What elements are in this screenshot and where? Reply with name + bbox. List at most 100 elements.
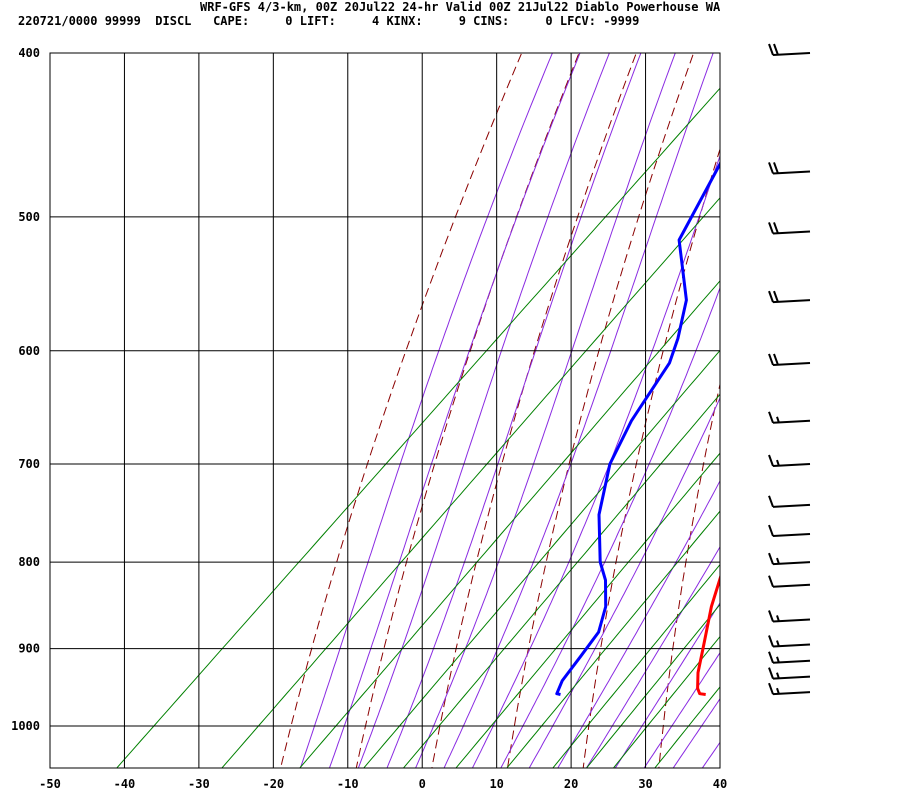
- mixing-ratio-line: [552, 563, 720, 768]
- barb-half-feather: [776, 640, 780, 647]
- pressure-tick-label: 900: [18, 642, 40, 656]
- barb-full-feather: [773, 162, 779, 174]
- wind-barb: [768, 552, 811, 566]
- barb-shaft: [772, 52, 811, 56]
- dry-adiabat: [582, 147, 720, 768]
- mixing-ratio-line: [363, 349, 720, 768]
- mixing-ratio-line: [299, 280, 720, 768]
- wind-barbs: [768, 43, 811, 696]
- temperature-tick-label: -50: [39, 777, 61, 791]
- wind-barb: [768, 495, 811, 508]
- barb-full-feather: [768, 162, 774, 174]
- barb-half-feather: [776, 557, 780, 565]
- dry-adiabat: [886, 15, 900, 769]
- temperature-tick-label: -20: [262, 777, 284, 791]
- barb-full-feather: [768, 353, 774, 366]
- barb-full-feather: [773, 222, 779, 234]
- barb-full-feather: [768, 667, 774, 679]
- wind-barb: [768, 454, 811, 468]
- moist-adiabat: [299, 53, 553, 768]
- wind-barb: [768, 651, 811, 664]
- barb-full-feather: [768, 290, 774, 303]
- temperature-tick-label: 10: [489, 777, 503, 791]
- barb-shaft: [772, 299, 811, 304]
- wind-barb: [768, 222, 811, 235]
- barb-full-feather: [768, 411, 774, 424]
- barb-full-feather: [768, 651, 774, 664]
- barb-full-feather: [773, 290, 779, 303]
- mixing-ratio-line: [654, 686, 720, 768]
- moist-adiabat: [557, 479, 720, 768]
- barb-full-feather: [768, 222, 774, 234]
- wind-barb: [768, 162, 811, 175]
- temperature-tick-label: 20: [564, 777, 578, 791]
- barb-half-feather: [776, 459, 780, 467]
- barb-full-feather: [768, 454, 774, 467]
- wind-barb: [768, 411, 811, 424]
- dry-adiabat: [735, 15, 877, 769]
- sounding-indices: 220721/0000 99999 DISCL CAPE: 0 LIFT: 4 …: [18, 14, 640, 28]
- temperature-profile: [696, 573, 720, 696]
- moist-adiabat: [415, 53, 676, 768]
- temperature-tick-label: -10: [337, 777, 359, 791]
- wind-barb: [768, 667, 811, 680]
- pressure-tick-label: 800: [18, 555, 40, 569]
- barb-full-feather: [768, 43, 774, 56]
- barb-full-feather: [768, 552, 774, 565]
- pressure-tick-label: 400: [18, 46, 40, 60]
- background-lines: [116, 15, 900, 769]
- temperature-tick-label: 40: [713, 777, 727, 791]
- tick-labels: 400 500 600 700 800 900 1000 -50 -40 -30 -20 -10 0 10…: [11, 46, 727, 791]
- barb-full-feather: [768, 524, 774, 537]
- dewpoint-profile: [555, 160, 720, 696]
- barb-shaft: [772, 230, 811, 235]
- mixing-ratio-line: [506, 510, 720, 768]
- mixing-ratio-line: [585, 603, 720, 768]
- barb-half-feather: [776, 656, 780, 664]
- barb-half-feather: [776, 615, 780, 622]
- mixing-ratio-line: [402, 393, 720, 768]
- dry-adiabat: [810, 15, 900, 769]
- mixing-ratio-line: [612, 635, 720, 768]
- barb-full-feather: [768, 495, 774, 508]
- barb-shaft: [772, 533, 811, 538]
- temperature-tick-label: -30: [188, 777, 210, 791]
- barb-shaft: [772, 583, 811, 588]
- sounding-profiles: [555, 160, 720, 696]
- moist-adiabat: [731, 15, 900, 769]
- mixing-ratio-line: [221, 197, 720, 768]
- moist-adiabat: [585, 545, 720, 768]
- wind-barb: [768, 682, 811, 696]
- mixing-ratio-line: [116, 87, 720, 768]
- barb-full-feather: [773, 43, 779, 56]
- pressure-tick-label: 600: [18, 344, 40, 358]
- wind-barb: [768, 353, 811, 366]
- dry-adiabat: [431, 53, 637, 768]
- wind-barb: [768, 290, 811, 304]
- barb-shaft: [772, 503, 811, 508]
- barb-full-feather: [768, 635, 774, 647]
- wind-barb: [768, 635, 811, 648]
- moist-adiabat: [443, 53, 714, 768]
- barb-full-feather: [768, 682, 774, 695]
- wind-barb: [768, 610, 811, 623]
- barb-half-feather: [776, 416, 780, 424]
- barb-full-feather: [768, 610, 774, 622]
- wind-barb: [768, 43, 811, 56]
- moist-adiabat: [500, 286, 720, 768]
- moist-adiabat: [471, 154, 720, 768]
- barb-full-feather: [773, 353, 779, 366]
- dry-adiabat: [507, 53, 695, 768]
- dry-adiabat: [355, 53, 580, 768]
- chart-title: WRF-GFS 4/3-km, 00Z 20Jul22 24-hr Valid …: [200, 0, 721, 14]
- moist-adiabat: [357, 53, 610, 768]
- barb-half-feather: [776, 672, 780, 679]
- barb-shaft: [772, 361, 811, 366]
- dry-adiabat: [658, 382, 720, 768]
- moist-adiabat: [701, 741, 720, 768]
- pressure-tick-label: 1000: [11, 719, 40, 733]
- barb-shaft: [772, 170, 811, 175]
- moist-adiabat: [614, 601, 720, 768]
- temperature-tick-label: 0: [419, 777, 426, 791]
